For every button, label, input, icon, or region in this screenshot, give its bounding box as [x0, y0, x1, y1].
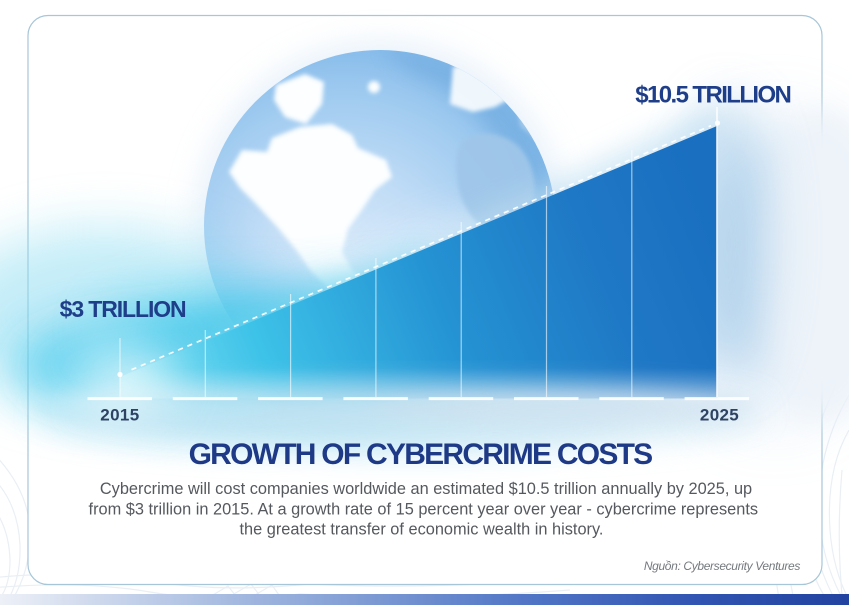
- svg-text:the greatest transfer of econo: the greatest transfer of economic wealth…: [240, 521, 604, 539]
- svg-text:$10.5 TRILLION: $10.5 TRILLION: [635, 81, 790, 108]
- svg-text:Cybercrime will cost companies: Cybercrime will cost companies worldwide…: [100, 480, 752, 498]
- svg-text:GROWTH OF CYBERCRIME COSTS: GROWTH OF CYBERCRIME COSTS: [189, 438, 653, 471]
- svg-text:from $3 trillion in 2015. At a: from $3 trillion in 2015. At a growth ra…: [89, 500, 759, 518]
- svg-text:2015: 2015: [100, 405, 139, 424]
- svg-text:Nguồn: Cybersecurity Ventures: Nguồn: Cybersecurity Ventures: [644, 559, 801, 573]
- svg-text:$3 TRILLION: $3 TRILLION: [60, 296, 186, 322]
- svg-text:2025: 2025: [700, 406, 739, 425]
